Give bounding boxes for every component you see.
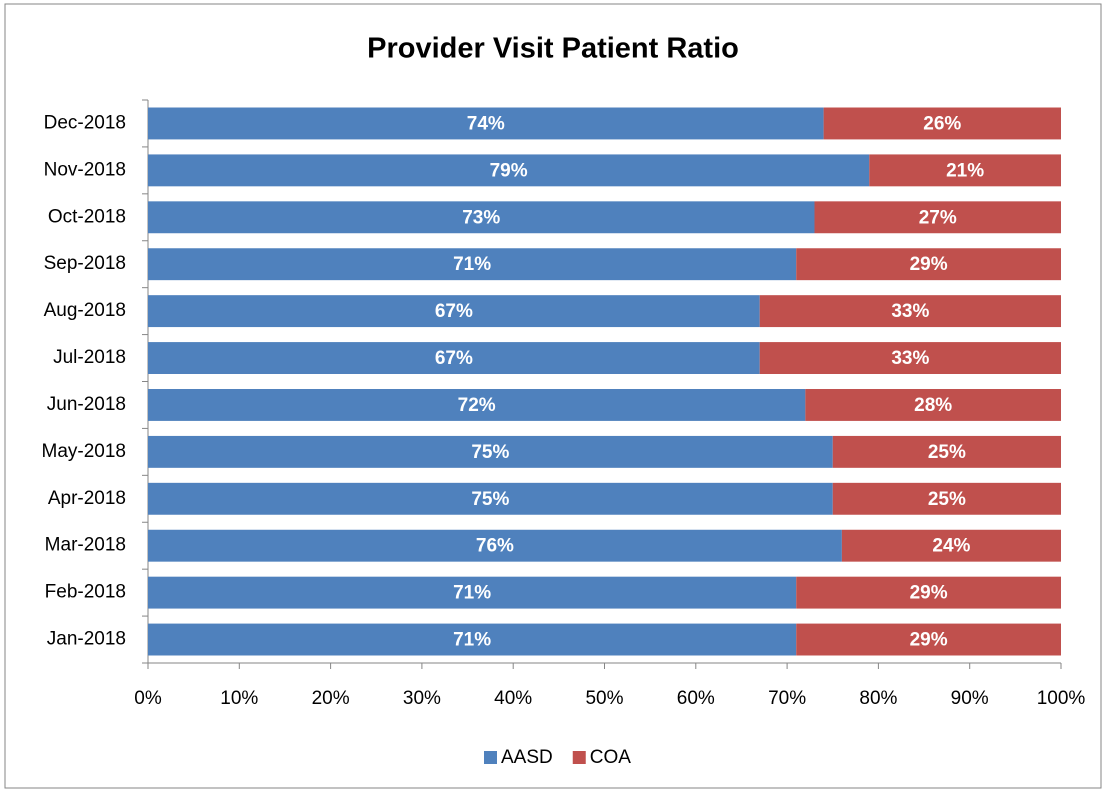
value-label: 71% [453, 583, 491, 604]
value-label: 26% [923, 113, 961, 134]
value-label: 72% [458, 395, 496, 416]
legend-label: AASD [501, 747, 553, 768]
bar-segment [148, 342, 760, 374]
bar-segment [759, 342, 1061, 374]
bar-segment [148, 529, 842, 562]
bar-segment [823, 107, 1061, 140]
y-tick-label: Feb-2018 [45, 582, 126, 603]
value-label: 75% [471, 442, 509, 463]
value-label: 74% [467, 113, 505, 134]
legend-label: COA [590, 747, 632, 768]
value-label: 28% [914, 395, 952, 416]
y-tick-label: Apr-2018 [48, 488, 126, 509]
y-tick-label: Jan-2018 [47, 629, 126, 650]
value-label: 71% [453, 254, 491, 275]
y-tick-label: Mar-2018 [45, 535, 126, 556]
y-tick-label: Oct-2018 [48, 206, 126, 227]
bar-segment [148, 154, 870, 187]
x-tick-label: 50% [585, 688, 623, 709]
y-tick-label: May-2018 [42, 441, 127, 462]
value-label: 29% [910, 254, 948, 275]
bar-segment [832, 482, 1061, 515]
bar-segment [832, 435, 1061, 468]
x-tick-label: 10% [220, 688, 258, 709]
bar-segment [148, 201, 815, 234]
x-tick-label: 0% [134, 688, 162, 709]
y-tick-label: Sep-2018 [44, 253, 126, 274]
value-label: 67% [435, 301, 473, 322]
x-tick-label: 40% [494, 688, 532, 709]
bar-segment [148, 107, 824, 140]
value-label: 25% [928, 489, 966, 510]
bar-segment [796, 248, 1061, 281]
x-tick-label: 100% [1037, 688, 1086, 709]
bar-segment [841, 529, 1061, 562]
y-tick-label: Jul-2018 [53, 347, 126, 368]
value-label: 67% [435, 348, 473, 369]
x-tick-label: 80% [859, 688, 897, 709]
value-label: 24% [932, 536, 970, 557]
y-tick-label: Aug-2018 [44, 300, 126, 321]
y-tick-label: Nov-2018 [44, 159, 126, 180]
x-tick-label: 20% [312, 688, 350, 709]
value-label: 27% [919, 207, 957, 228]
bar-segment [805, 389, 1061, 421]
value-label: 33% [891, 348, 929, 369]
bar-segment [796, 576, 1061, 609]
value-label: 33% [891, 301, 929, 322]
value-label: 71% [453, 630, 491, 651]
value-label: 29% [910, 583, 948, 604]
value-label: 21% [946, 160, 984, 181]
value-label: 76% [476, 536, 514, 557]
value-label: 79% [490, 160, 528, 181]
bar-segment [796, 623, 1061, 656]
x-tick-label: 90% [951, 688, 989, 709]
value-label: 29% [910, 630, 948, 651]
bar-segment [148, 435, 833, 468]
bar-segment [148, 576, 797, 609]
value-label: 75% [471, 489, 509, 510]
y-tick-label: Dec-2018 [44, 112, 126, 133]
value-label: 25% [928, 442, 966, 463]
bar-segment [148, 389, 806, 421]
bar-segment [869, 154, 1061, 187]
y-tick-label: Jun-2018 [47, 394, 126, 415]
bar-segment [148, 623, 797, 656]
bar-segment [148, 248, 797, 281]
bar-segment [148, 482, 833, 515]
value-label: 73% [462, 207, 500, 228]
x-tick-label: 70% [768, 688, 806, 709]
bar-segment [814, 201, 1061, 234]
chart-title: Provider Visit Patient Ratio [367, 33, 739, 65]
bar-segment [759, 295, 1061, 328]
legend-swatch [484, 751, 497, 764]
bar-segment [148, 295, 760, 328]
x-tick-label: 60% [677, 688, 715, 709]
legend-swatch [572, 751, 586, 764]
x-tick-label: 30% [403, 688, 441, 709]
